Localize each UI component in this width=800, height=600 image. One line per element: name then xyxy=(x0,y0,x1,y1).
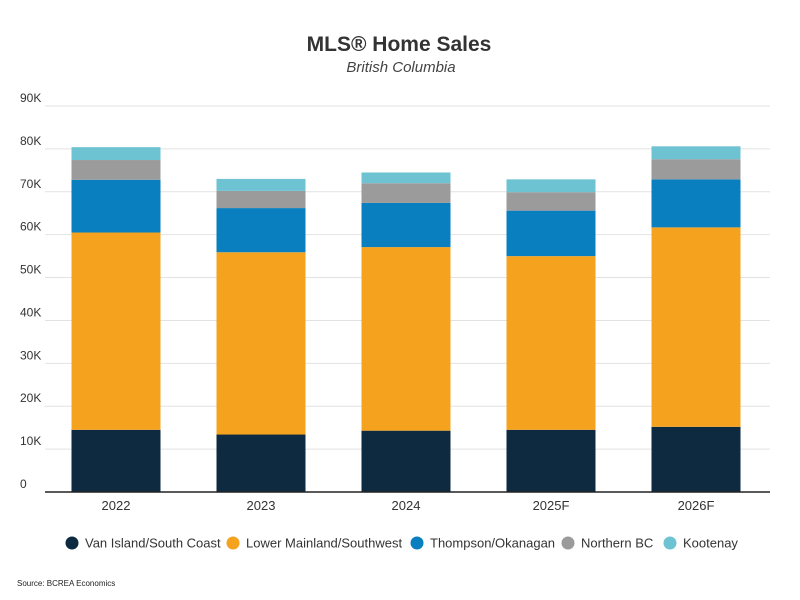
y-tick-label: 70K xyxy=(20,177,41,191)
bar-segment xyxy=(216,190,306,209)
legend-swatch xyxy=(226,536,240,550)
bar-segment xyxy=(361,430,451,492)
bar-segment xyxy=(71,429,161,492)
bar-segment xyxy=(651,179,741,228)
chart-title: MLS® Home Sales xyxy=(307,33,492,56)
bar-segment xyxy=(71,147,161,161)
bar-segment xyxy=(651,159,741,180)
bar-segment xyxy=(506,429,596,492)
bar-segment xyxy=(216,178,306,191)
y-tick-label: 10K xyxy=(20,434,41,448)
bar-segment xyxy=(361,202,451,248)
legend-label: Kootenay xyxy=(683,536,738,551)
x-tick-label: 2025F xyxy=(533,498,570,513)
x-tick-label: 2023 xyxy=(247,498,276,513)
legend-label: Northern BC xyxy=(581,536,653,551)
legend: Van Island/South Coast Lower Mainland/Sou… xyxy=(65,536,738,551)
bar-segment xyxy=(506,256,596,430)
bar-segment xyxy=(216,208,306,253)
legend-swatch xyxy=(410,536,424,550)
bar-segment xyxy=(651,426,741,492)
bar-segment xyxy=(361,247,451,431)
legend-label: Lower Mainland/Southwest xyxy=(246,536,402,551)
bar-segment xyxy=(361,183,451,203)
legend-swatch xyxy=(561,536,575,550)
legend-label: Van Island/South Coast xyxy=(85,536,221,551)
bar-segment xyxy=(216,252,306,435)
chart-subtitle: British Columbia xyxy=(346,59,455,76)
y-tick-label: 60K xyxy=(20,220,41,234)
bar-segment xyxy=(361,172,451,184)
bar-segment xyxy=(71,179,161,233)
bar-segment xyxy=(71,232,161,430)
bar-segment xyxy=(71,160,161,180)
x-tick-label: 2022 xyxy=(102,498,131,513)
legend-swatch xyxy=(663,536,677,550)
y-tick-label: 50K xyxy=(20,263,41,277)
x-tick-label: 2024 xyxy=(392,498,421,513)
x-tick-label: 2026F xyxy=(678,498,715,513)
y-tick-label: 80K xyxy=(20,134,41,148)
bar-segment xyxy=(506,210,596,257)
source-note: Source: BCREA Economics xyxy=(17,579,115,588)
legend-label: Thompson/Okanagan xyxy=(430,536,555,551)
bar-segment xyxy=(651,146,741,160)
legend-swatch xyxy=(65,536,79,550)
y-tick-label: 40K xyxy=(20,305,41,319)
x-axis-ticks: 2022 2023 2024 2025F 2026F xyxy=(102,498,715,513)
y-axis-ticks: 0 10K 20K 30K 40K 50K 60K 70K 80K 90K xyxy=(20,91,41,491)
y-tick-label: 30K xyxy=(20,348,41,362)
bar-segment xyxy=(216,434,306,492)
bar-segment xyxy=(506,179,596,193)
bar-segment xyxy=(506,192,596,211)
y-tick-label: 20K xyxy=(20,391,41,405)
bar-segment xyxy=(651,227,741,427)
y-tick-label: 90K xyxy=(20,91,41,105)
y-tick-label: 0 xyxy=(20,477,27,491)
bars xyxy=(71,146,741,492)
